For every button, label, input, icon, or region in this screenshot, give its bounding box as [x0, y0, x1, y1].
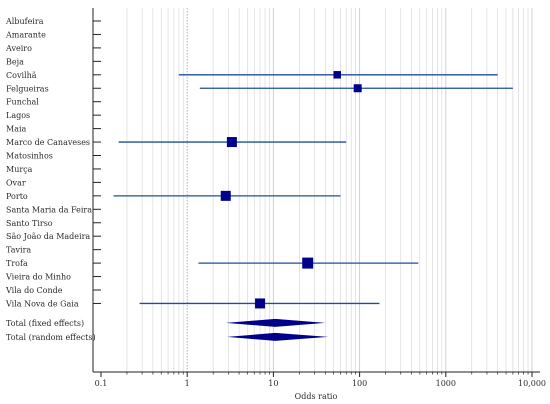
study-label: Felgueiras [6, 84, 49, 93]
study-label: Trofa [6, 259, 28, 268]
summary-diamond [227, 332, 329, 341]
point-estimate [255, 298, 266, 309]
study-label: Albufeira [5, 17, 44, 26]
study-label: Santo Tirso [6, 219, 53, 228]
study-label: Vila do Conde [5, 286, 63, 295]
study-label: Matosinhos [6, 152, 53, 161]
study-label: Murça [6, 165, 33, 174]
point-estimate [353, 84, 362, 93]
point-estimate [333, 71, 341, 79]
minor-gridlines [126, 8, 533, 372]
study-label: Vila Nova de Gaia [5, 299, 79, 308]
summary-label: Total (fixed effects) [6, 319, 84, 328]
study-label: Covilhã [6, 71, 37, 80]
summary-rows: Total (fixed effects) Total (random effec… [6, 318, 329, 342]
study-label: Funchal [6, 98, 39, 107]
study-label: Marco de Canaveses [6, 138, 90, 147]
study-label: Ovar [6, 178, 26, 187]
x-tick-label: 10,000 [518, 379, 546, 388]
study-label: Santa Maria da Feira [6, 205, 92, 214]
study-label: Beja [6, 57, 24, 66]
study-label: Vieira do Minho [5, 273, 71, 282]
x-axis-title: Odds ratio [295, 392, 338, 401]
x-tick-label: 10 [268, 379, 278, 388]
point-estimate [226, 137, 237, 148]
summary-diamond [225, 318, 326, 327]
x-tick-label: 1 [185, 379, 190, 388]
axes: 0.1 1 10 100 1000 10,000 [92, 8, 546, 388]
study-label: Lagos [6, 111, 30, 120]
study-rows: Albufeira Amarante Aveiro Beja Covilhã Felgue… [5, 17, 513, 309]
point-estimate [302, 257, 314, 269]
summary-label: Total (random effects) [6, 333, 96, 342]
x-tick-label: 100 [352, 379, 367, 388]
point-estimate [220, 190, 231, 201]
study-label: São João da Madeira [6, 232, 90, 241]
x-tick-label: 1000 [436, 379, 456, 388]
study-label: Amarante [5, 30, 46, 39]
study-label: Porto [6, 192, 28, 201]
study-label: Aveiro [5, 44, 32, 53]
x-tick-label: 0.1 [95, 379, 108, 388]
study-label: Tavira [6, 246, 31, 255]
study-label: Maia [6, 125, 27, 134]
